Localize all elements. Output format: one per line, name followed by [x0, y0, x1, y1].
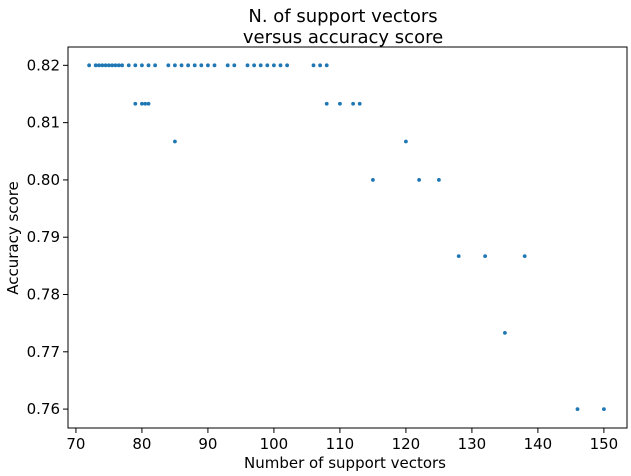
y-axis-ticks: 0.76 0.77 0.78 0.79 0.80 0.81 0.82: [27, 56, 68, 418]
data-point: [199, 63, 204, 68]
data-point: [338, 101, 342, 106]
data-point: [324, 101, 329, 106]
x-axis-ticks: 70 80 90 100 110 120 130 140 150: [66, 428, 618, 453]
data-point: [357, 101, 362, 106]
data-point: [437, 178, 441, 182]
data-point: [278, 63, 283, 68]
data-point: [166, 63, 171, 68]
y-tick-label: 0.82: [27, 56, 60, 74]
y-tick-label: 0.80: [27, 171, 60, 189]
data-point: [232, 63, 237, 68]
data-point: [272, 63, 276, 68]
x-axis-label: Number of support vectors: [244, 454, 446, 472]
data-point: [133, 63, 138, 68]
data-point: [179, 63, 184, 68]
data-point: [285, 63, 290, 68]
y-axis-label: Accuracy score: [4, 181, 22, 295]
x-tick-label: 130: [458, 435, 487, 453]
axes-frame: [67, 46, 628, 429]
data-point: [146, 101, 151, 106]
data-point: [173, 63, 177, 68]
data-points: [87, 63, 606, 411]
data-point: [575, 407, 580, 411]
x-tick-label: 80: [132, 435, 151, 453]
data-point: [212, 63, 217, 68]
data-point: [456, 254, 461, 259]
data-point: [192, 63, 197, 68]
data-point: [143, 101, 148, 106]
data-point: [311, 63, 316, 68]
data-point: [417, 178, 422, 182]
x-tick-label: 110: [326, 435, 355, 453]
data-point: [100, 63, 105, 68]
data-point: [87, 63, 92, 68]
data-point: [140, 63, 144, 68]
x-tick-label: 90: [198, 435, 217, 453]
data-point: [146, 63, 151, 68]
data-point: [206, 63, 210, 68]
data-point: [318, 63, 323, 68]
y-tick-label: 0.79: [27, 228, 60, 246]
data-point: [116, 63, 121, 68]
data-point: [140, 101, 144, 106]
x-tick-label: 70: [66, 435, 85, 453]
data-point: [173, 139, 177, 144]
y-tick-label: 0.77: [27, 343, 60, 361]
data-point: [133, 101, 138, 106]
x-tick-label: 120: [392, 435, 421, 453]
x-tick-label: 100: [260, 435, 289, 453]
data-point: [404, 139, 408, 144]
y-tick-label: 0.81: [27, 114, 60, 132]
data-point: [113, 63, 118, 68]
plot-area: [67, 46, 628, 429]
data-point: [252, 63, 257, 68]
data-point: [120, 63, 125, 68]
data-point: [602, 407, 606, 411]
data-point: [186, 63, 191, 68]
data-point: [97, 63, 101, 68]
data-point: [225, 63, 230, 68]
data-point: [258, 63, 263, 68]
chart-title-line2: versus accuracy score: [243, 27, 443, 48]
data-point: [153, 63, 158, 68]
x-tick-label: 140: [524, 435, 553, 453]
data-point: [93, 63, 98, 68]
x-tick-label: 150: [590, 435, 619, 453]
y-tick-label: 0.78: [27, 286, 60, 304]
data-point: [351, 101, 356, 106]
data-point: [503, 330, 507, 335]
data-point: [110, 63, 115, 68]
data-point: [483, 254, 488, 259]
y-tick-label: 0.76: [27, 400, 60, 418]
data-point: [107, 63, 111, 68]
chart-title-line1: N. of support vectors: [248, 6, 437, 27]
data-point: [324, 63, 329, 68]
data-point: [522, 254, 527, 259]
data-point: [103, 63, 108, 68]
data-point: [371, 178, 375, 182]
data-point: [265, 63, 270, 68]
data-point: [126, 63, 131, 68]
data-point: [245, 63, 250, 68]
